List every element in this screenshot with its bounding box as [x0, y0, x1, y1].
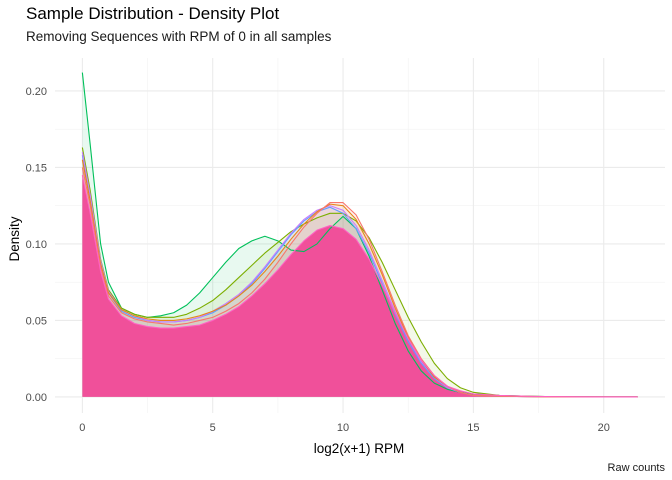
x-tick-label: 5: [210, 422, 216, 434]
y-tick-labels: 0.00 0.05 0.10 0.15 0.20: [26, 86, 47, 404]
x-tick-label: 20: [598, 422, 610, 434]
density-lines: [81, 72, 638, 398]
y-tick-label: 0.10: [26, 239, 47, 251]
x-tick-labels: 0 5 10 15 20: [79, 422, 610, 434]
chart-title: Sample Distribution - Density Plot: [26, 4, 279, 23]
x-tick-label: 10: [337, 422, 349, 434]
y-tick-label: 0.20: [26, 86, 47, 98]
y-tick-label: 0.05: [26, 315, 47, 327]
density-line-6: [81, 167, 638, 398]
y-tick-label: 0.00: [26, 392, 47, 404]
x-axis-label: log2(x+1) RPM: [314, 441, 404, 456]
density-area-7: [82, 175, 638, 397]
density-fills: [82, 72, 638, 397]
chart-subtitle: Removing Sequences with RPM of 0 in all …: [26, 29, 332, 44]
y-axis-label: Density: [7, 216, 22, 261]
density-area-1: [82, 72, 638, 397]
x-tick-label: 15: [467, 422, 479, 434]
density-line-7: [81, 174, 638, 398]
chart-caption: Raw counts: [608, 462, 666, 474]
y-tick-label: 0.15: [26, 162, 47, 174]
x-tick-label: 0: [79, 422, 85, 434]
